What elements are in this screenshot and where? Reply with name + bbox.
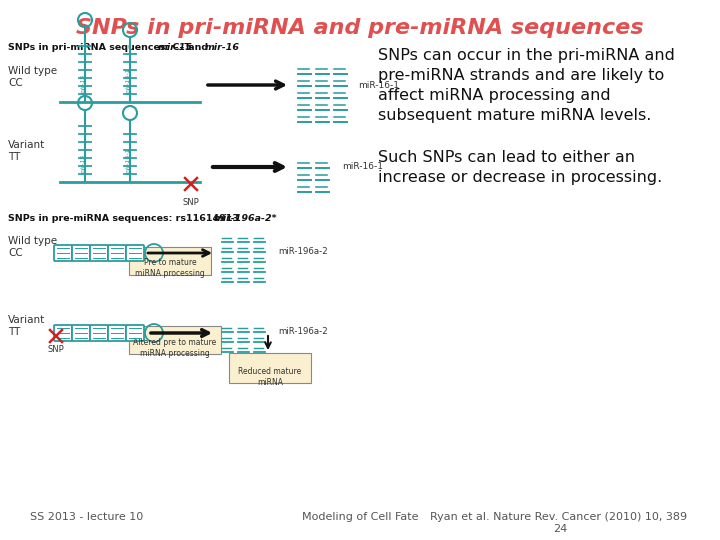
Text: increase or decrease in processing.: increase or decrease in processing. bbox=[378, 170, 662, 185]
Text: Reduced mature
miRNA: Reduced mature miRNA bbox=[238, 367, 302, 387]
Text: mir-16: mir-16 bbox=[205, 43, 240, 52]
FancyBboxPatch shape bbox=[129, 247, 211, 275]
Text: SNPs in pre-miRNA sequences: rs11614913: SNPs in pre-miRNA sequences: rs11614913 bbox=[8, 214, 242, 223]
Text: miR-196a-2: miR-196a-2 bbox=[278, 247, 328, 256]
Text: miR-16-1: miR-16-1 bbox=[342, 162, 383, 171]
Text: Such SNPs can lead to either an: Such SNPs can lead to either an bbox=[378, 150, 635, 165]
Text: Altered pre to mature
miRNA processing: Altered pre to mature miRNA processing bbox=[133, 338, 217, 358]
Text: mir-16-1: mir-16-1 bbox=[125, 147, 130, 174]
Text: SNPs in pri-miRNA and pre-miRNA sequences: SNPs in pri-miRNA and pre-miRNA sequence… bbox=[76, 18, 644, 38]
FancyBboxPatch shape bbox=[54, 325, 72, 341]
Text: mir-15: mir-15 bbox=[81, 153, 86, 174]
Text: Wild type: Wild type bbox=[8, 236, 57, 246]
Text: 24: 24 bbox=[553, 524, 567, 534]
FancyBboxPatch shape bbox=[108, 245, 126, 261]
FancyBboxPatch shape bbox=[72, 245, 90, 261]
Text: mir-15: mir-15 bbox=[81, 73, 86, 94]
Text: Wild type: Wild type bbox=[8, 66, 57, 76]
FancyBboxPatch shape bbox=[126, 245, 144, 261]
Text: miR-196a-2: miR-196a-2 bbox=[278, 327, 328, 336]
Text: SNPs in pri-miRNA sequences: C–T: SNPs in pri-miRNA sequences: C–T bbox=[8, 43, 194, 52]
Text: mir-15: mir-15 bbox=[158, 43, 193, 52]
FancyBboxPatch shape bbox=[72, 325, 90, 341]
Text: Variant: Variant bbox=[8, 140, 45, 150]
Text: mir-16-1: mir-16-1 bbox=[125, 68, 130, 94]
Text: CC: CC bbox=[8, 78, 23, 88]
FancyBboxPatch shape bbox=[90, 245, 108, 261]
FancyBboxPatch shape bbox=[129, 326, 221, 354]
FancyBboxPatch shape bbox=[54, 245, 72, 261]
Text: pre-miRNA strands and are likely to: pre-miRNA strands and are likely to bbox=[378, 68, 665, 83]
Text: Variant: Variant bbox=[8, 315, 45, 325]
FancyBboxPatch shape bbox=[90, 325, 108, 341]
Text: CC: CC bbox=[8, 248, 23, 258]
Text: TT: TT bbox=[8, 152, 20, 162]
Text: and: and bbox=[185, 43, 212, 52]
Text: Ryan et al. Nature Rev. Cancer (2010) 10, 389: Ryan et al. Nature Rev. Cancer (2010) 10… bbox=[430, 512, 687, 522]
Text: Pre to mature
miRNA processing: Pre to mature miRNA processing bbox=[135, 258, 205, 278]
Text: affect miRNA processing and: affect miRNA processing and bbox=[378, 88, 611, 103]
Text: SNP: SNP bbox=[48, 345, 64, 354]
Text: TT: TT bbox=[8, 327, 20, 337]
FancyBboxPatch shape bbox=[229, 353, 311, 383]
FancyBboxPatch shape bbox=[126, 325, 144, 341]
Text: SNP: SNP bbox=[183, 198, 199, 207]
Text: SNPs can occur in the pri-miRNA and: SNPs can occur in the pri-miRNA and bbox=[378, 48, 675, 63]
Text: Modeling of Cell Fate: Modeling of Cell Fate bbox=[302, 512, 418, 522]
FancyBboxPatch shape bbox=[108, 325, 126, 341]
Text: subsequent mature miRNA levels.: subsequent mature miRNA levels. bbox=[378, 108, 652, 123]
Text: miR-16-1: miR-16-1 bbox=[358, 81, 399, 90]
Text: SS 2013 - lecture 10: SS 2013 - lecture 10 bbox=[30, 512, 143, 522]
Text: mir-196a-2*: mir-196a-2* bbox=[214, 214, 278, 223]
